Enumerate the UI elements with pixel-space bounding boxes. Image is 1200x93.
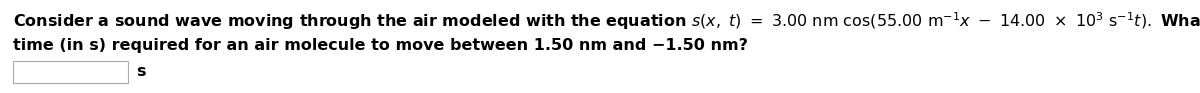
- Text: Consider a sound wave moving through the air modeled with the equation $s(x,\ t): Consider a sound wave moving through the…: [13, 10, 1200, 32]
- FancyBboxPatch shape: [13, 61, 128, 83]
- Text: s: s: [136, 65, 145, 80]
- Text: time (in s) required for an air molecule to move between 1.50 nm and −1.50 nm?: time (in s) required for an air molecule…: [13, 38, 748, 53]
